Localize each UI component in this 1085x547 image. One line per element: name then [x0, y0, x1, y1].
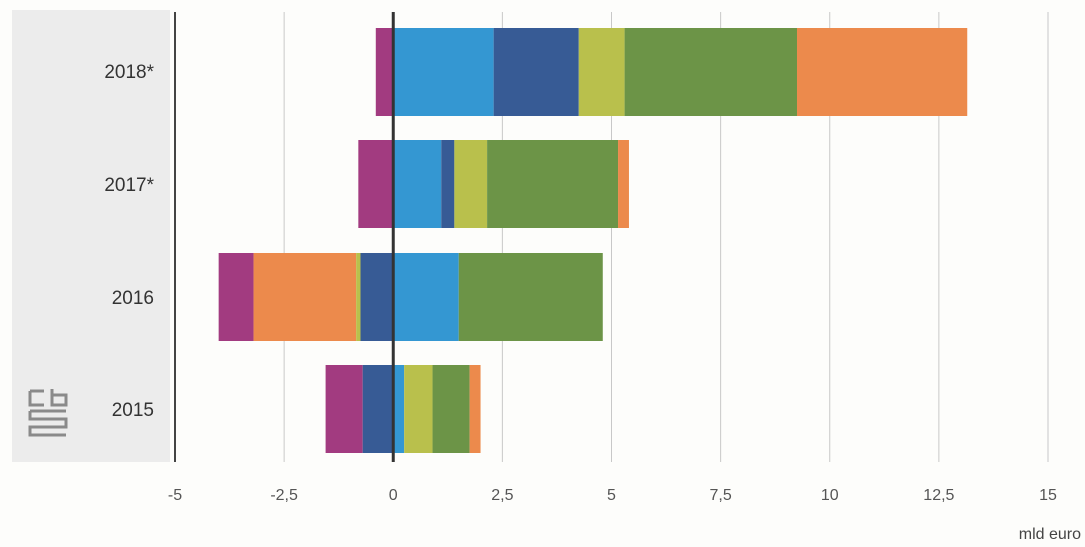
x-tick-label: 15: [1039, 487, 1057, 504]
x-tick-label: 5: [607, 487, 616, 504]
bar-segment: [393, 365, 405, 453]
bar-segment: [432, 365, 470, 453]
bar-segment: [618, 140, 629, 228]
x-tick-label: 0: [389, 487, 398, 504]
bar-segment: [458, 253, 603, 341]
bar-segment: [360, 253, 394, 341]
bar-segment: [393, 140, 442, 228]
x-tick-label: 12,5: [923, 487, 954, 504]
bar-segment: [404, 365, 433, 453]
bar-segment: [493, 28, 579, 116]
x-tick-label: -5: [168, 487, 182, 504]
bar-segment: [393, 28, 494, 116]
bar-segment: [253, 253, 357, 341]
bar-segment: [441, 140, 455, 228]
bar-segment: [325, 365, 363, 453]
category-label-2018: 2018*: [104, 62, 154, 83]
bar-segment: [356, 253, 361, 341]
bar-segment: [362, 365, 394, 453]
category-label-2017: 2017*: [104, 175, 154, 196]
bar-segment: [218, 253, 254, 341]
bar-segment: [487, 140, 619, 228]
x-tick-label: -2,5: [270, 487, 298, 504]
bar-segment: [578, 28, 625, 116]
bar-segment: [454, 140, 488, 228]
bar-segment: [624, 28, 798, 116]
cbs-logo-icon: [28, 389, 68, 437]
bar-segment: [469, 365, 481, 453]
unit-label: mld euro: [1018, 526, 1081, 543]
x-tick-label: 7,5: [710, 487, 732, 504]
x-tick-label: 10: [821, 487, 839, 504]
bar-segment: [393, 253, 459, 341]
bar-segment: [797, 28, 968, 116]
bar-segment: [358, 140, 394, 228]
category-label-2015: 2015: [111, 400, 154, 421]
category-label-panel: [12, 10, 170, 462]
category-label-2016: 2016: [111, 288, 154, 309]
x-tick-label: 2,5: [491, 487, 513, 504]
bar-segment: [375, 28, 394, 116]
